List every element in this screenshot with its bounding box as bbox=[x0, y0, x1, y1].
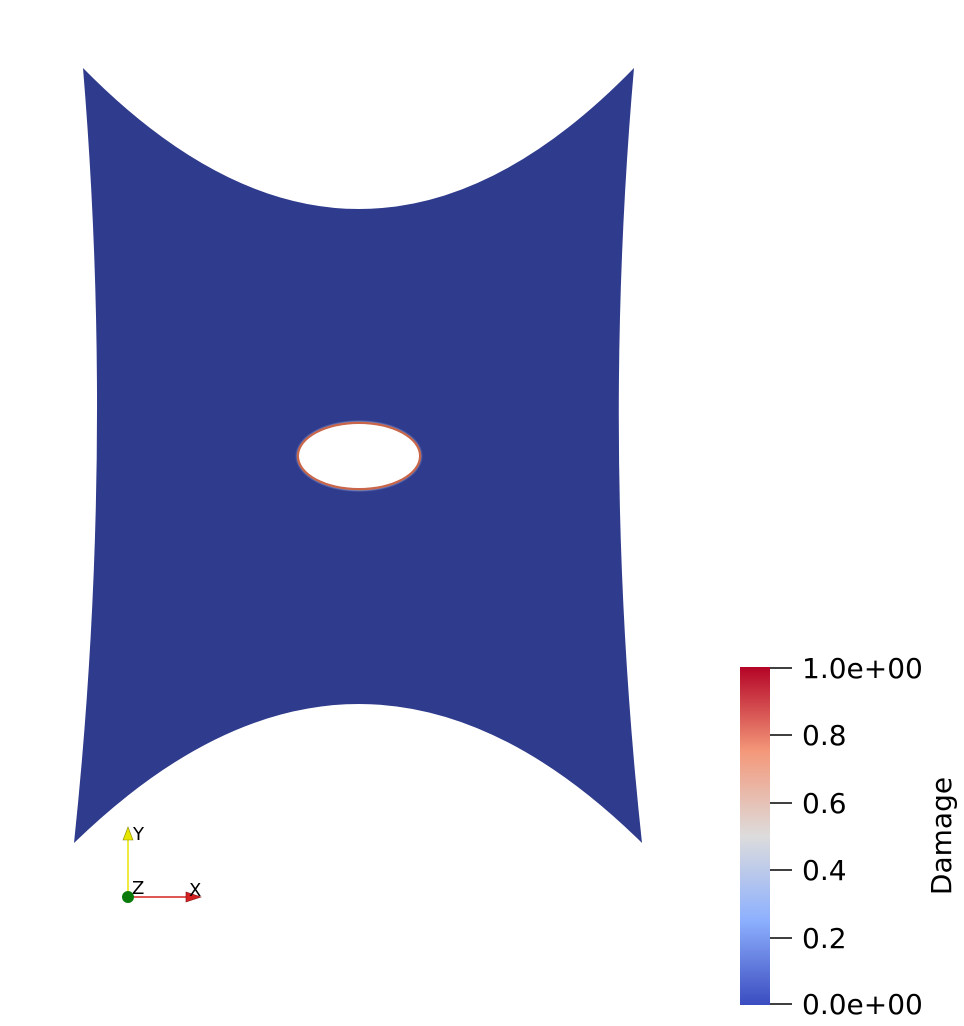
central-hole bbox=[299, 424, 419, 488]
colorbar bbox=[740, 667, 770, 1005]
colorbar-tick-label: 0.4 bbox=[802, 854, 847, 887]
orientation-axes: Y X Z bbox=[122, 824, 202, 903]
z-axis-label: Z bbox=[132, 878, 144, 899]
colorbar-title: Damage bbox=[925, 777, 958, 895]
colorbar-tick-label: 0.6 bbox=[802, 787, 847, 820]
z-axis-dot bbox=[122, 891, 134, 903]
x-axis-label: X bbox=[189, 880, 201, 901]
y-axis-arrowhead bbox=[122, 826, 134, 841]
colorbar-tick-label: 0.0e+00 bbox=[802, 988, 923, 1021]
y-axis-label: Y bbox=[132, 824, 145, 845]
colorbar-tick-label: 0.2 bbox=[802, 922, 847, 955]
colorbar-tick-label: 1.0e+00 bbox=[802, 652, 923, 685]
x-axis-arrowhead bbox=[185, 891, 202, 903]
color-legend: 1.0e+00 0.8 0.6 0.4 0.2 0.0e+00 Damage bbox=[740, 652, 958, 1021]
colorbar-tick-label: 0.8 bbox=[802, 719, 847, 752]
hole-rim bbox=[296, 421, 422, 491]
